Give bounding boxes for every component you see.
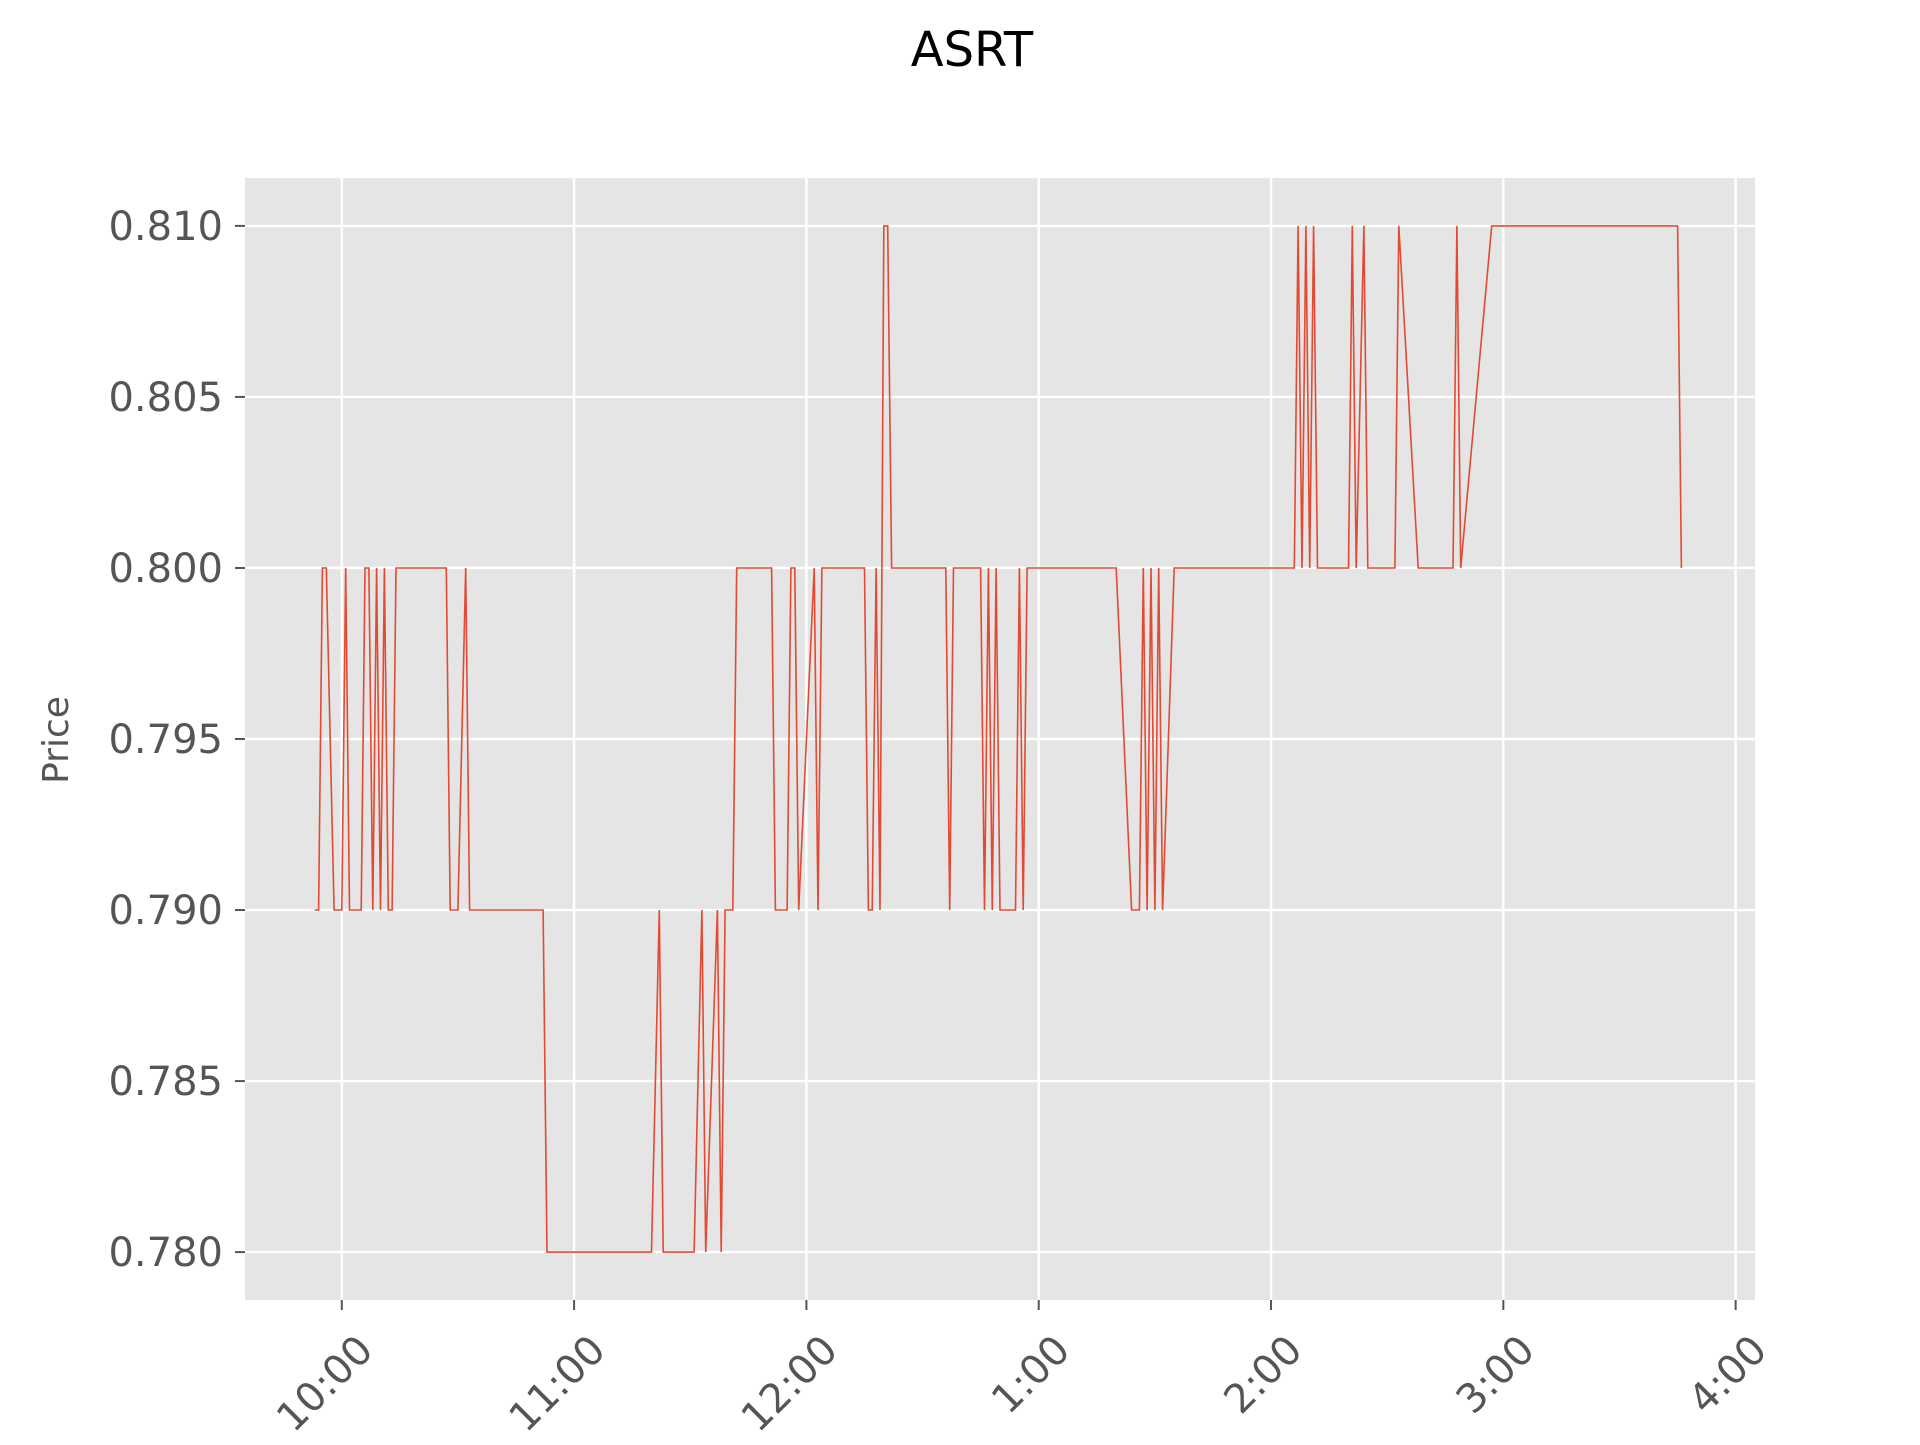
y-tick-label: 0.805 [108, 375, 223, 421]
x-tick-label: 3:00 [1448, 1327, 1544, 1423]
y-tick-label: 0.790 [108, 888, 223, 934]
y-tick-label: 0.810 [108, 204, 223, 250]
y-axis-label: Price [36, 696, 77, 784]
chart-title: ASRT [911, 22, 1034, 78]
x-tick-label: 12:00 [733, 1327, 847, 1440]
series-layer [314, 225, 1683, 1253]
price-series-line [314, 225, 1683, 1253]
x-tick-label: 10:00 [268, 1327, 382, 1440]
x-tick-label: 4:00 [1680, 1327, 1776, 1423]
y-tick-label: 0.800 [108, 546, 223, 592]
y-tick-label: 0.795 [108, 717, 223, 763]
y-tick-label: 0.780 [108, 1230, 223, 1276]
y-tick-label: 0.785 [108, 1059, 223, 1105]
x-tick-label: 1:00 [983, 1327, 1079, 1423]
x-tick-label: 2:00 [1215, 1327, 1311, 1423]
x-tick-label: 11:00 [500, 1327, 614, 1440]
